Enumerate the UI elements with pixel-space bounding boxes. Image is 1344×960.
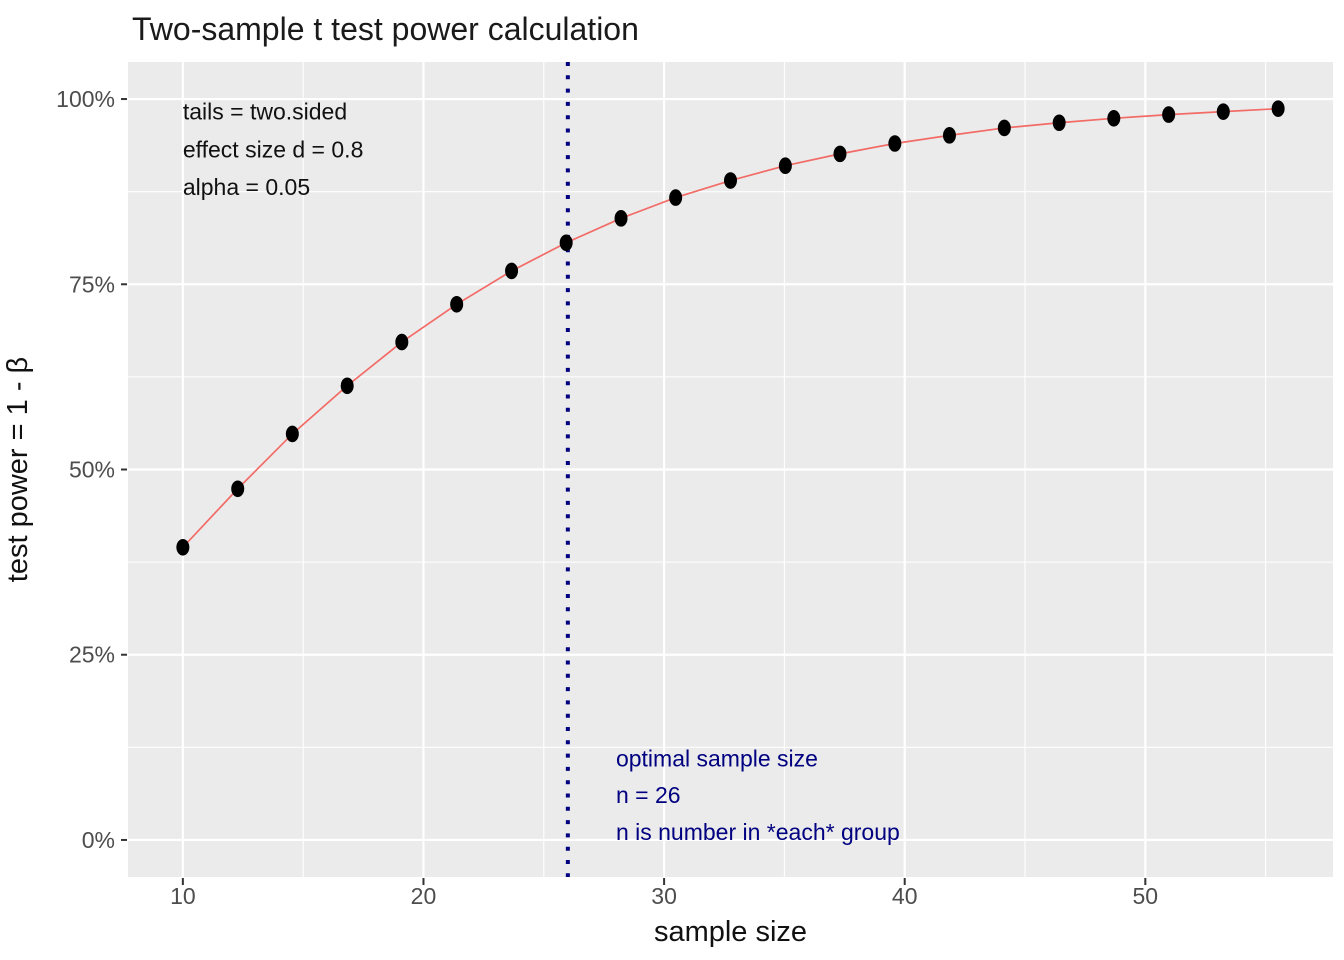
x-tick-label: 10 [170, 883, 196, 909]
plot-title: Two-sample t test power calculation [132, 11, 639, 47]
annotation-params-line: tails = two.sided [183, 99, 347, 125]
data-point [1216, 103, 1230, 120]
x-tick-label: 30 [651, 883, 677, 909]
data-point [997, 119, 1011, 137]
data-point [1107, 110, 1121, 127]
y-tick-label: 25% [69, 642, 115, 668]
data-point [833, 145, 847, 163]
y-tick-label: 75% [69, 271, 115, 297]
data-point [1271, 100, 1285, 117]
x-axis-title: sample size [654, 916, 807, 948]
data-point [614, 210, 628, 227]
data-point [395, 333, 409, 351]
data-point [778, 157, 792, 175]
y-tick-label: 0% [82, 827, 115, 853]
annotation-optimal-line: n is number in *each* group [616, 819, 900, 845]
x-tick-label: 50 [1133, 883, 1159, 909]
data-point [176, 538, 190, 556]
annotation-optimal-line: optimal sample size [616, 745, 818, 771]
data-point [505, 262, 519, 280]
x-tick-label: 20 [411, 883, 437, 909]
data-point [942, 127, 956, 144]
data-point [231, 480, 245, 498]
y-tick-label: 50% [69, 457, 115, 483]
data-point [340, 377, 354, 395]
data-point [1052, 114, 1066, 132]
annotation-optimal-line: n = 26 [616, 782, 681, 808]
data-point [724, 172, 737, 189]
y-axis-title: test power = 1 - β [2, 357, 34, 582]
data-point [888, 135, 902, 152]
data-point [285, 425, 299, 443]
data-point [450, 295, 464, 313]
annotation-params-line: alpha = 0.05 [183, 174, 310, 200]
y-tick-label: 100% [56, 86, 115, 112]
data-point [559, 234, 573, 252]
x-tick-label: 40 [892, 883, 918, 909]
data-point [1162, 106, 1176, 123]
data-point [669, 189, 683, 206]
annotation-params-line: effect size d = 0.8 [183, 136, 364, 162]
